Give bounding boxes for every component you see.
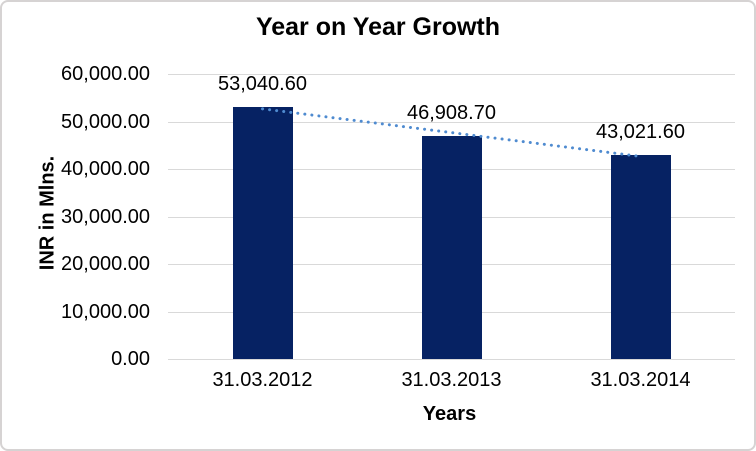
bar-data-label: 43,021.60: [596, 120, 685, 143]
y-tick-label: 20,000.00: [61, 253, 150, 275]
x-axis-title: Years: [422, 403, 477, 425]
bar: [232, 107, 293, 359]
y-tick-label: 40,000.00: [61, 158, 150, 180]
chart-title: Year on Year Growth: [255, 13, 501, 41]
x-tick-label: 31.03.2014: [590, 369, 691, 391]
x-tick-label: 31.03.2013: [401, 369, 502, 391]
y-tick-label: 60,000.00: [61, 63, 150, 85]
y-tick-label: 50,000.00: [61, 111, 150, 133]
x-axis-line: [168, 359, 735, 360]
bar: [610, 154, 671, 359]
bar: [421, 136, 482, 359]
bar-data-label: 53,040.60: [218, 73, 307, 96]
bar-data-label: 46,908.70: [407, 102, 496, 125]
y-tick-label: 30,000.00: [61, 206, 150, 228]
y-tick-label: 10,000.00: [61, 301, 150, 323]
y-tick-label: 0.00: [111, 348, 150, 370]
x-tick-label: 31.03.2012: [212, 369, 313, 391]
gridline: [168, 74, 735, 75]
